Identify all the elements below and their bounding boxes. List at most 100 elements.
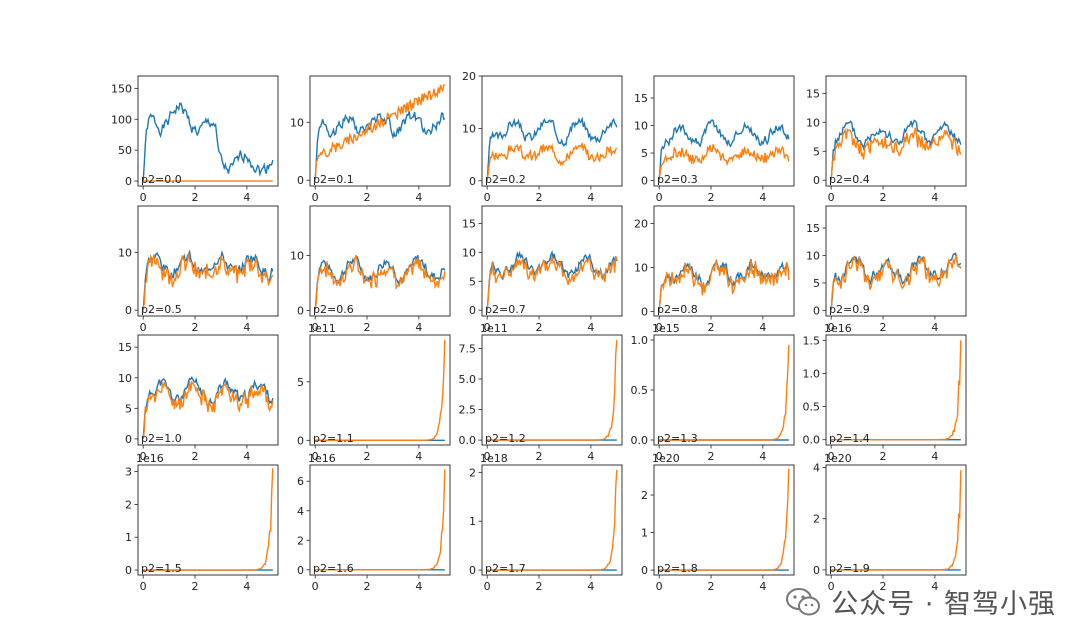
axes-frame bbox=[309, 75, 451, 187]
y-tick-label: 0 bbox=[297, 564, 304, 577]
axes-frame bbox=[825, 75, 967, 187]
y-tick-label: 5 bbox=[297, 376, 304, 389]
y-tick-label: 0.0 bbox=[803, 434, 821, 447]
axes-frame bbox=[309, 334, 451, 446]
series-a-line bbox=[142, 102, 274, 182]
series-a-line bbox=[486, 116, 618, 181]
panel-label: p2=1.5 bbox=[141, 562, 182, 575]
x-tick-label: 2 bbox=[708, 321, 715, 334]
x-tick-label: 4 bbox=[931, 321, 938, 334]
series-a-line bbox=[314, 111, 446, 181]
x-tick-label: 2 bbox=[708, 450, 715, 463]
x-tick-label: 2 bbox=[192, 191, 199, 204]
subplot-p2-1.6: 0 2 4 0 2 4 6 1e16 p2=1.6 bbox=[297, 452, 451, 593]
x-tick-label: 4 bbox=[243, 450, 250, 463]
x-tick-label: 2 bbox=[364, 450, 371, 463]
series-b-line bbox=[486, 256, 618, 311]
axes-frame bbox=[309, 464, 451, 576]
x-tick-label: 4 bbox=[587, 580, 594, 593]
x-tick-label: 0 bbox=[312, 191, 319, 204]
axes-frame bbox=[653, 75, 795, 187]
series-a-line bbox=[658, 118, 790, 181]
x-tick-label: 2 bbox=[364, 191, 371, 204]
panel-label: p2=1.4 bbox=[829, 432, 870, 445]
x-tick-label: 4 bbox=[415, 321, 422, 334]
axes-frame bbox=[137, 334, 279, 446]
axes-frame bbox=[825, 205, 967, 317]
y-tick-label: 0 bbox=[641, 306, 648, 319]
axes-frame bbox=[653, 334, 795, 446]
y-tick-label: 0 bbox=[813, 174, 820, 187]
x-tick-label: 4 bbox=[759, 191, 766, 204]
x-tick-label: 0 bbox=[828, 450, 835, 463]
x-tick-label: 0 bbox=[140, 191, 147, 204]
y-tick-label: 1 bbox=[641, 527, 648, 540]
y-tick-label: 0 bbox=[297, 434, 304, 447]
scale-offset-label: 1e20 bbox=[652, 452, 680, 465]
y-tick-label: 0 bbox=[813, 305, 820, 318]
y-tick-label: 10 bbox=[290, 250, 304, 263]
series-b-line bbox=[487, 469, 618, 571]
wechat-icon bbox=[786, 587, 821, 615]
panel-label: p2=0.1 bbox=[313, 173, 354, 186]
subplot-p2-0.1: 0 2 4 0 10 p2=0.1 bbox=[290, 75, 451, 204]
panel-label: p2=0.8 bbox=[657, 303, 698, 316]
x-tick-label: 2 bbox=[192, 450, 199, 463]
axes-frame bbox=[137, 464, 279, 576]
x-tick-label: 4 bbox=[931, 450, 938, 463]
series-b-line bbox=[142, 380, 274, 439]
y-tick-label: 10 bbox=[634, 120, 648, 133]
series-b-line bbox=[658, 259, 790, 312]
y-tick-label: 0 bbox=[469, 175, 476, 188]
x-tick-label: 2 bbox=[364, 321, 371, 334]
panel-label: p2=0.2 bbox=[485, 173, 526, 186]
y-tick-label: 2 bbox=[641, 489, 648, 502]
x-tick-label: 0 bbox=[484, 191, 491, 204]
subplot-p2-0.7: 0 2 4 0 5 10 15 p2=0.7 bbox=[462, 205, 623, 334]
axes-frame bbox=[825, 464, 967, 576]
axes-frame bbox=[309, 205, 451, 317]
series-b-line bbox=[830, 253, 962, 311]
x-tick-label: 0 bbox=[828, 191, 835, 204]
y-tick-label: 15 bbox=[634, 92, 648, 105]
axes-frame bbox=[481, 205, 623, 317]
x-tick-label: 2 bbox=[536, 191, 543, 204]
y-tick-label: 2 bbox=[297, 534, 304, 547]
scale-offset-label: 1e20 bbox=[824, 452, 852, 465]
y-tick-label: 100 bbox=[111, 113, 132, 126]
x-tick-label: 2 bbox=[880, 191, 887, 204]
y-tick-label: 10 bbox=[118, 372, 132, 385]
y-tick-label: 0 bbox=[813, 564, 820, 577]
y-tick-label: 15 bbox=[806, 222, 820, 235]
y-tick-label: 1.0 bbox=[803, 367, 821, 380]
series-a-line bbox=[830, 119, 962, 181]
x-tick-label: 0 bbox=[140, 450, 147, 463]
panel-label: p2=1.7 bbox=[485, 562, 526, 575]
y-tick-label: 10 bbox=[118, 246, 132, 259]
axes-frame bbox=[481, 464, 623, 576]
panel-label: p2=1.1 bbox=[313, 432, 354, 445]
y-tick-label: 0 bbox=[125, 175, 132, 188]
series-b-line bbox=[314, 255, 446, 311]
x-tick-label: 4 bbox=[415, 191, 422, 204]
scale-offset-label: 1e15 bbox=[652, 322, 680, 335]
series-b-line bbox=[142, 253, 274, 311]
subplot-p2-1.1: 0 2 4 0 5 1e11 p2=1.1 bbox=[297, 322, 451, 463]
axes-frame bbox=[137, 205, 279, 317]
y-tick-label: 4 bbox=[297, 505, 304, 518]
subplot-p2-0.0: 0 2 4 0 50 100 150 p2=0.0 bbox=[111, 75, 279, 204]
y-tick-label: 0 bbox=[125, 433, 132, 446]
scale-offset-label: 1e11 bbox=[480, 322, 508, 335]
watermark-text: 公众号 · 智驾小强 bbox=[831, 589, 1056, 620]
y-tick-label: 15 bbox=[806, 87, 820, 100]
y-tick-label: 4 bbox=[813, 462, 820, 475]
x-tick-label: 4 bbox=[415, 580, 422, 593]
y-tick-label: 5 bbox=[813, 277, 820, 290]
series-b-line bbox=[486, 142, 618, 181]
x-tick-label: 0 bbox=[484, 580, 491, 593]
axes-frame bbox=[137, 75, 279, 187]
series-a-line bbox=[314, 254, 446, 311]
x-tick-label: 0 bbox=[656, 191, 663, 204]
